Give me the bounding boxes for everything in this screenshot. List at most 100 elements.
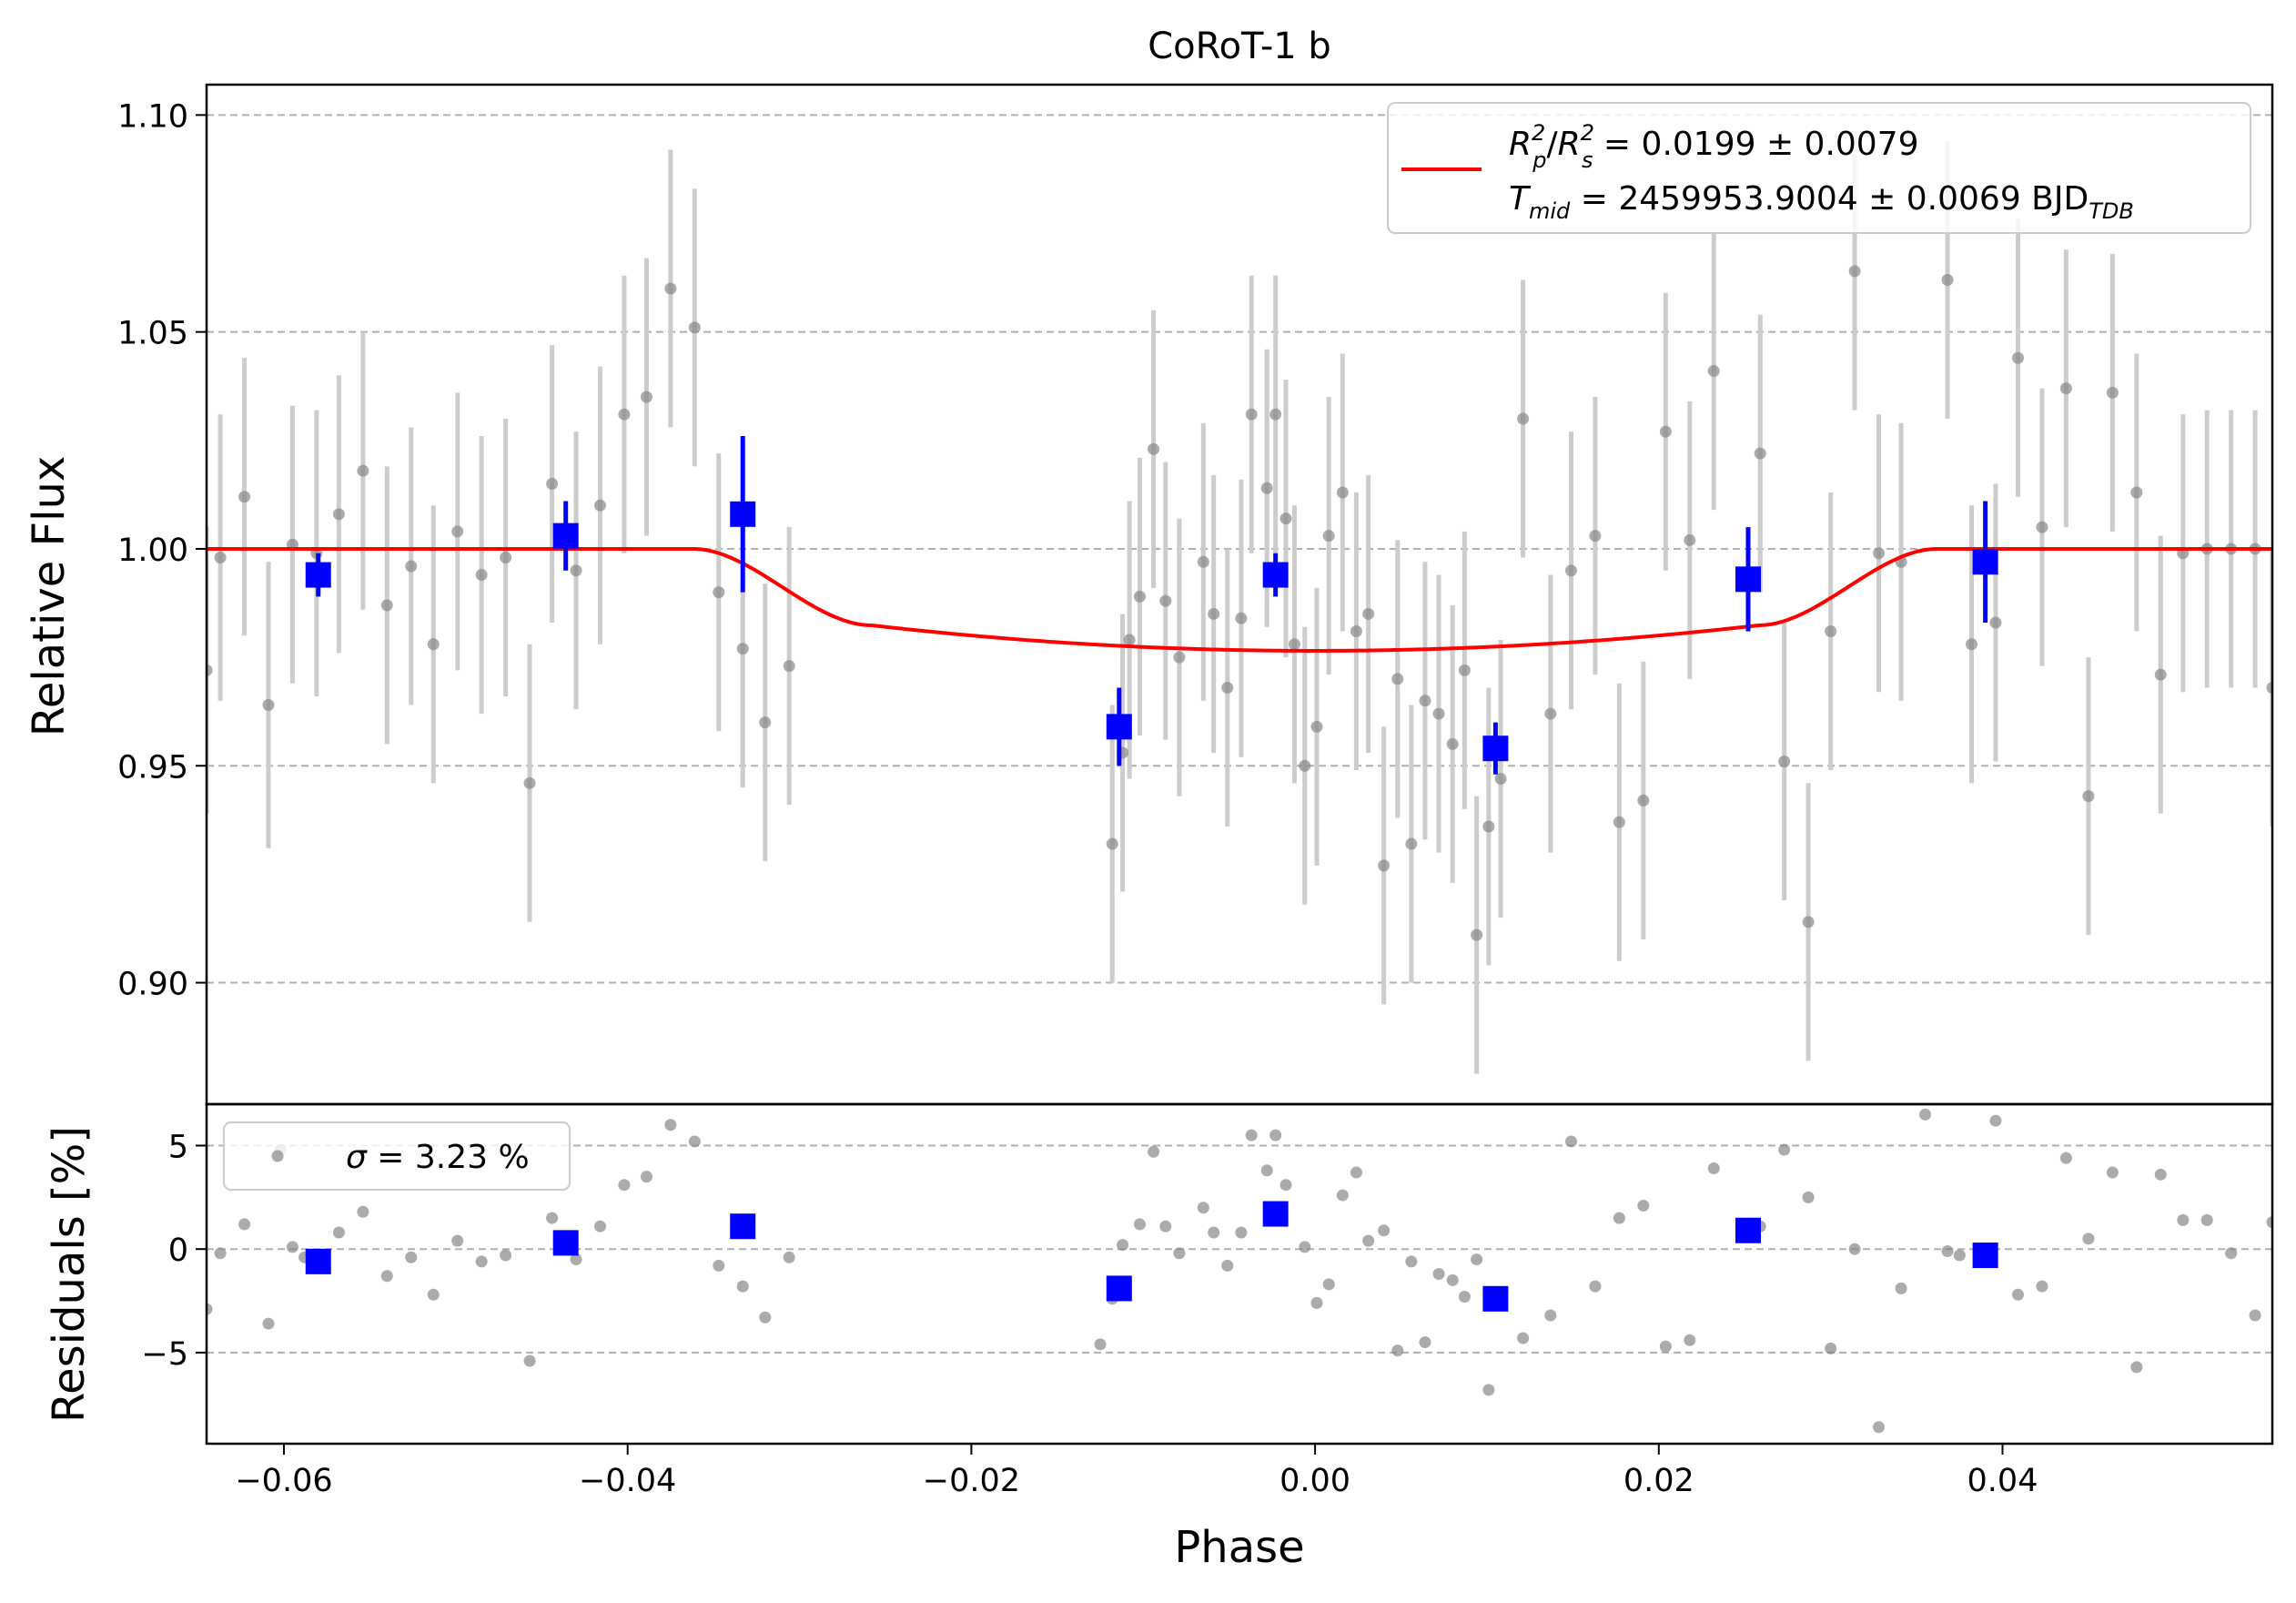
raw-point — [783, 660, 795, 673]
residual-point — [1094, 1338, 1107, 1351]
residual-point — [238, 1218, 251, 1231]
raw-point — [1564, 564, 1577, 577]
residual-point — [1707, 1162, 1720, 1175]
residual-point — [1517, 1332, 1530, 1344]
residual-point — [2059, 1152, 2072, 1164]
raw-point — [1517, 412, 1530, 425]
bottom-legend: σ = 3.23 % — [223, 1121, 571, 1191]
raw-point — [2036, 521, 2048, 533]
raw-point — [475, 569, 488, 582]
residual-binned-point — [1482, 1285, 1509, 1312]
sigma-symbol: σ — [346, 1139, 368, 1176]
bottom-binned-points — [305, 1201, 1998, 1312]
top-y-axis-label: Relative Flux — [24, 456, 75, 737]
residual-point — [1310, 1296, 1323, 1309]
residual-point — [1989, 1114, 2002, 1127]
top-y-tick-label: 1.05 — [117, 316, 188, 352]
residual-point — [1778, 1143, 1791, 1156]
residual-point — [451, 1234, 464, 1247]
raw-point — [214, 551, 227, 563]
x-tick-label: −0.06 — [235, 1463, 332, 1499]
residual-point — [759, 1311, 772, 1324]
raw-point — [1754, 447, 1766, 460]
residual-point — [1322, 1278, 1335, 1291]
legend-line-1: R2 p/R2 s = 0.0199 ± 0.0079 — [1509, 120, 1919, 173]
raw-point — [1133, 590, 1146, 603]
raw-point — [2059, 382, 2072, 395]
residual-point — [570, 1253, 582, 1266]
residual-point — [380, 1270, 393, 1283]
raw-point — [664, 282, 677, 295]
legend-rp-sup: 2 — [1532, 120, 1545, 146]
residual-point — [2177, 1213, 2190, 1226]
residual-point — [1471, 1253, 1483, 1266]
binned-point — [1735, 566, 1762, 593]
raw-point — [405, 560, 418, 573]
transit-model-line — [207, 546, 2272, 653]
residual-point — [1378, 1224, 1391, 1237]
raw-point — [1778, 755, 1791, 767]
raw-point — [1197, 555, 1209, 568]
residual-point — [1405, 1255, 1418, 1268]
residual-point — [2154, 1168, 2167, 1181]
residual-point — [664, 1119, 677, 1131]
raw-point — [262, 699, 275, 712]
residual-point — [1279, 1179, 1292, 1192]
residual-point — [1589, 1280, 1602, 1293]
binned-point — [305, 562, 331, 588]
residual-binned-point — [1972, 1243, 1998, 1269]
residual-point — [1613, 1212, 1625, 1224]
residual-point — [1446, 1273, 1459, 1286]
bottom-y-tick-label: 0 — [168, 1233, 188, 1269]
residual-point — [1802, 1191, 1815, 1203]
raw-point — [546, 477, 559, 490]
raw-point — [1432, 707, 1445, 720]
bottom-y-tick-label: 5 — [168, 1129, 188, 1165]
x-axis-label: Phase — [1174, 1522, 1304, 1573]
residual-point — [1362, 1234, 1375, 1247]
legend-rp-sub: p — [1532, 147, 1546, 173]
residual-point — [1419, 1336, 1431, 1349]
raw-point — [1544, 707, 1557, 720]
raw-point — [1235, 612, 1248, 624]
residual-point — [1895, 1282, 1907, 1294]
bottom-y-tick-label: −5 — [141, 1336, 188, 1373]
residual-point — [1299, 1241, 1311, 1253]
residual-point — [1432, 1268, 1445, 1280]
x-tick-label: 0.02 — [1623, 1463, 1694, 1499]
raw-point — [2106, 386, 2119, 399]
raw-point — [1659, 425, 1672, 438]
raw-point — [1148, 442, 1160, 455]
legend-t-sub: mid — [1529, 198, 1571, 224]
raw-point — [618, 408, 631, 421]
x-tick-label: 0.00 — [1279, 1463, 1350, 1499]
residual-point — [1848, 1243, 1861, 1255]
top-legend-box — [1387, 102, 2251, 234]
legend-depth-value: = 0.0199 ± 0.0079 — [1593, 126, 1918, 163]
residual-binned-point — [1106, 1275, 1132, 1302]
residual-point — [1919, 1108, 1932, 1121]
residual-point — [1953, 1249, 1966, 1262]
residual-point — [475, 1255, 488, 1268]
residual-point — [1684, 1334, 1696, 1346]
residual-point — [1391, 1344, 1404, 1357]
binned-point — [730, 501, 756, 527]
bottom-y-axis-label: Residuals [%] — [44, 1126, 95, 1423]
raw-point — [1221, 681, 1234, 694]
raw-point — [1391, 673, 1404, 685]
binned-point — [1262, 562, 1289, 588]
residual-point — [640, 1171, 652, 1183]
raw-point — [1245, 408, 1258, 421]
raw-point — [1269, 408, 1282, 421]
raw-point — [207, 664, 213, 676]
residual-binned-point — [552, 1230, 579, 1256]
residual-point — [688, 1135, 701, 1148]
raw-point — [1873, 547, 1886, 560]
sigma-value: = 3.23 % — [367, 1139, 530, 1176]
x-tick-label: 0.04 — [1967, 1463, 2038, 1499]
x-tick-label: −0.02 — [923, 1463, 1020, 1499]
raw-point — [1589, 530, 1602, 543]
raw-point — [380, 599, 393, 612]
raw-point — [1310, 720, 1323, 733]
legend-rs-base: R — [1558, 126, 1581, 163]
